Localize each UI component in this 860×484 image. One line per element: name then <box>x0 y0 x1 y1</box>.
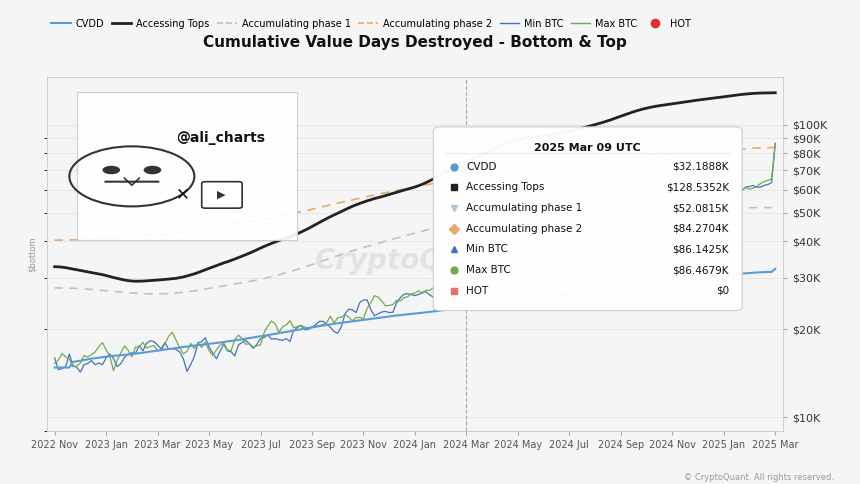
Circle shape <box>102 166 120 174</box>
Text: CryptoQuant: CryptoQuant <box>316 247 514 275</box>
Text: Max BTC: Max BTC <box>466 265 511 275</box>
FancyBboxPatch shape <box>202 182 243 208</box>
Text: Accumulating phase 1: Accumulating phase 1 <box>466 203 583 213</box>
FancyBboxPatch shape <box>433 127 742 311</box>
Circle shape <box>144 166 162 174</box>
Text: 2025 Mar 09 UTC: 2025 Mar 09 UTC <box>534 143 641 153</box>
Text: $52.0815K: $52.0815K <box>673 203 729 213</box>
Text: CVDD: CVDD <box>466 162 497 172</box>
FancyBboxPatch shape <box>77 91 298 240</box>
Point <box>459 165 473 172</box>
Text: $84.2704K: $84.2704K <box>673 224 729 234</box>
Text: HOT: HOT <box>466 286 488 296</box>
Text: Accumulating phase 2: Accumulating phase 2 <box>466 224 583 234</box>
Text: ▶: ▶ <box>218 190 226 200</box>
Y-axis label: $bottom: $bottom <box>28 236 37 272</box>
Text: @ali_charts: @ali_charts <box>176 131 265 145</box>
Text: Min BTC: Min BTC <box>466 244 508 255</box>
Legend: CVDD, Accessing Tops, Accumulating phase 1, Accumulating phase 2, Min BTC, Max B: CVDD, Accessing Tops, Accumulating phase… <box>52 19 691 29</box>
Text: ✕: ✕ <box>176 185 190 203</box>
Text: © CryptoQuant. All rights reserved.: © CryptoQuant. All rights reserved. <box>685 472 834 482</box>
Text: $32.1888K: $32.1888K <box>673 162 729 172</box>
Text: $128.5352K: $128.5352K <box>666 182 729 192</box>
Text: $86.1425K: $86.1425K <box>673 244 729 255</box>
Text: Accessing Tops: Accessing Tops <box>466 182 544 192</box>
Text: $0: $0 <box>716 286 729 296</box>
Title: Cumulative Value Days Destroyed - Bottom & Top: Cumulative Value Days Destroyed - Bottom… <box>203 35 627 50</box>
Text: $86.4679K: $86.4679K <box>673 265 729 275</box>
